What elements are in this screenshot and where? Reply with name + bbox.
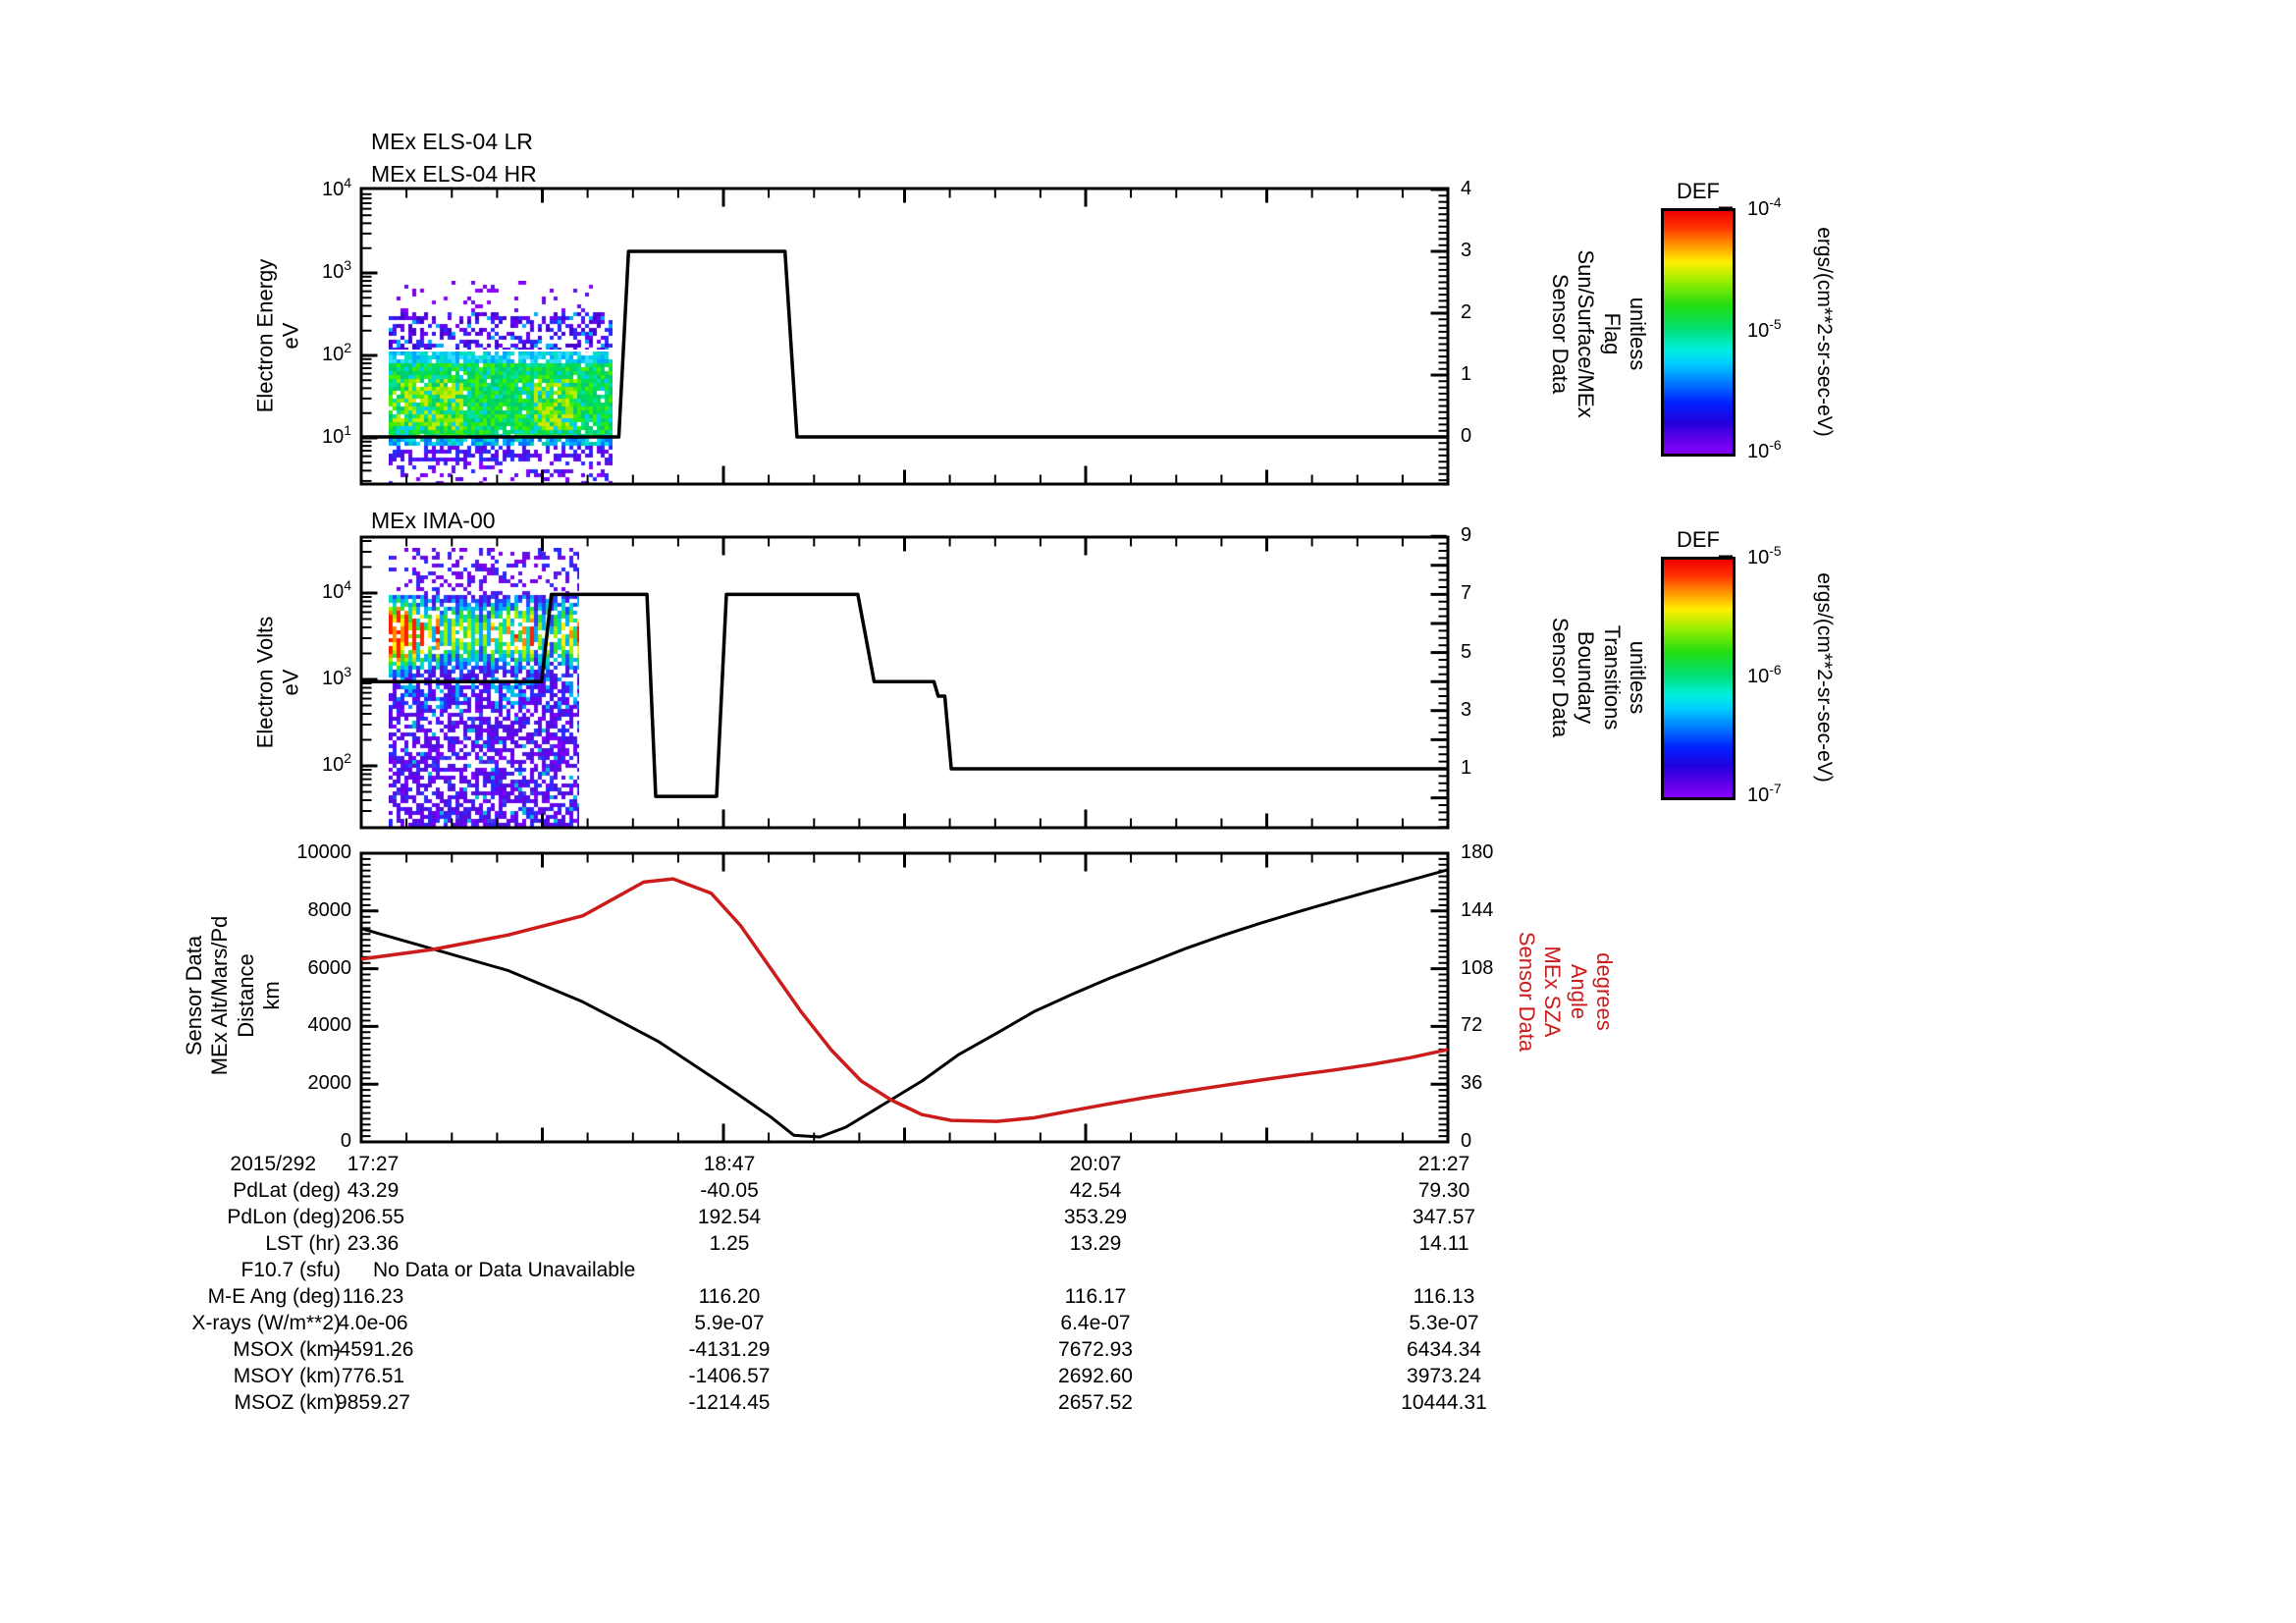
table-cell: 353.29 [1063, 1206, 1128, 1228]
ima-right-ytick: 3 [1461, 698, 1472, 721]
table-row-label: F10.7 (sfu) [240, 1259, 341, 1281]
alt-ytick: 10000 [296, 841, 351, 863]
table-cell: -40.05 [700, 1179, 759, 1202]
table-cell: 192.54 [697, 1206, 762, 1228]
colorbar-tick: 10-7 [1747, 781, 1782, 806]
table-cell: 79.30 [1417, 1179, 1470, 1202]
table-cell: 6.4e-07 [1060, 1312, 1131, 1334]
table-cell: 13.29 [1069, 1232, 1122, 1255]
table-row-label: PdLat (deg) [233, 1179, 341, 1202]
table-cell: 3973.24 [1407, 1365, 1481, 1387]
table-cell: 2692.60 [1058, 1365, 1133, 1387]
els-right-ytick: 1 [1461, 363, 1472, 385]
ima-colorbar-unit: ergs/(cm**2-sr-sec-eV) [1813, 572, 1836, 783]
table-row-label: MSOY (km) [233, 1365, 341, 1387]
table-cell: 7672.93 [1058, 1338, 1133, 1361]
colorbar-tick: 10-6 [1747, 437, 1782, 462]
ima-ytick: 103 [321, 664, 351, 689]
table-cell: 1.25 [709, 1232, 750, 1255]
table-row-label: MSOX (km) [233, 1338, 341, 1361]
table-row-label: LST (hr) [265, 1232, 341, 1255]
table-row-note: No Data or Data Unavailable [373, 1259, 636, 1281]
table-cell: 776.51 [341, 1365, 405, 1387]
sza-ytick: 0 [1461, 1130, 1472, 1152]
time-tick-label: 20:07 [1069, 1153, 1122, 1175]
sza-ytick: 144 [1461, 898, 1494, 921]
els-right-axis-label: unitless Flag Sun/Surface/MEx Sensor Dat… [1547, 249, 1650, 418]
table-row-label: MSOZ (km) [234, 1391, 341, 1414]
els-colorbar-unit: ergs/(cm**2-sr-sec-eV) [1813, 227, 1836, 437]
ima-colorbar [1661, 557, 1735, 800]
table-cell: 206.55 [341, 1206, 405, 1228]
sza-right-axis-label: degrees Angle MEx SZA Sensor Data [1514, 931, 1617, 1053]
table-cell: -1214.45 [688, 1391, 771, 1414]
time-tick-label: 21:27 [1417, 1153, 1470, 1175]
time-tick-label: 17:27 [347, 1153, 400, 1175]
sza-ytick: 72 [1461, 1014, 1483, 1037]
table-cell: 116.23 [342, 1285, 404, 1308]
els-colorbar [1661, 208, 1735, 457]
table-row-label: M-E Ang (deg) [207, 1285, 341, 1308]
colorbar-tick: 10-6 [1747, 662, 1782, 687]
els-right-ytick: 3 [1461, 240, 1472, 261]
alt-ytick: 6000 [307, 956, 352, 979]
alt-ytick: 8000 [307, 898, 352, 921]
table-cell: 116.13 [1413, 1285, 1475, 1308]
table-cell: 116.17 [1064, 1285, 1127, 1308]
table-row-label: PdLon (deg) [227, 1206, 341, 1228]
els-panel-title: MEx ELS-04 LR MEx ELS-04 HR [371, 129, 537, 187]
ima-panel-title: MEx IMA-00 [371, 508, 496, 533]
table-cell: -1406.57 [688, 1365, 771, 1387]
ima-ytick: 102 [321, 750, 351, 776]
colorbar-tick: 10-4 [1747, 194, 1782, 220]
table-cell: -4591.26 [332, 1338, 414, 1361]
els-right-ytick: 4 [1461, 178, 1472, 199]
table-cell: 23.36 [347, 1232, 400, 1255]
date-label: 2015/292 [230, 1153, 316, 1175]
colorbar-tick: 10-5 [1747, 315, 1782, 342]
els-energy-spectrogram [389, 281, 613, 483]
sza-ytick: 180 [1461, 841, 1494, 863]
ima-energy-spectrogram [389, 548, 579, 827]
els-right-ytick: 0 [1461, 425, 1472, 447]
alt-left-axis-label: Sensor Data MEx Alt/Mars/Pd Distance km [182, 915, 285, 1076]
table-cell: 42.54 [1069, 1179, 1122, 1202]
els-ytick: 103 [321, 257, 351, 283]
colorbar-tick: 10-5 [1747, 543, 1782, 568]
ima-right-ytick: 5 [1461, 640, 1472, 663]
table-cell: 14.11 [1418, 1232, 1469, 1255]
els-colorbar-title: DEF [1677, 179, 1720, 203]
sza-ytick: 108 [1461, 956, 1494, 979]
ima-right-ytick: 1 [1461, 757, 1472, 779]
table-cell: 2657.52 [1058, 1391, 1133, 1414]
time-tick-label: 18:47 [703, 1153, 756, 1175]
ima-right-axis-label: unitless Transitions Boundary Sensor Dat… [1547, 617, 1650, 738]
alt-ytick: 0 [340, 1130, 351, 1152]
table-cell: 9859.27 [336, 1391, 410, 1414]
table-cell: 5.3e-07 [1409, 1312, 1479, 1334]
table-cell: 116.20 [698, 1285, 761, 1308]
table-cell: -4131.29 [688, 1338, 771, 1361]
table-cell: 5.9e-07 [694, 1312, 765, 1334]
ima-right-ytick: 7 [1461, 582, 1472, 605]
table-cell: 4.0e-06 [338, 1312, 408, 1334]
ima-right-ytick: 9 [1461, 524, 1472, 547]
table-row-label: X-rays (W/m**2) [191, 1312, 341, 1334]
ima-ytick: 104 [321, 577, 351, 603]
sza-ytick: 36 [1461, 1072, 1483, 1095]
table-cell: 10444.31 [1401, 1391, 1487, 1414]
els-ytick: 104 [321, 175, 351, 200]
alt-ytick: 2000 [307, 1072, 352, 1095]
alt-ytick: 4000 [307, 1014, 352, 1037]
els-right-ytick: 2 [1461, 301, 1472, 323]
table-cell: 43.29 [347, 1179, 400, 1202]
els-ytick: 102 [321, 340, 351, 365]
table-cell: 6434.34 [1407, 1338, 1481, 1361]
table-cell: 347.57 [1412, 1206, 1476, 1228]
els-ytick: 101 [321, 422, 351, 448]
ima-colorbar-title: DEF [1677, 527, 1720, 552]
